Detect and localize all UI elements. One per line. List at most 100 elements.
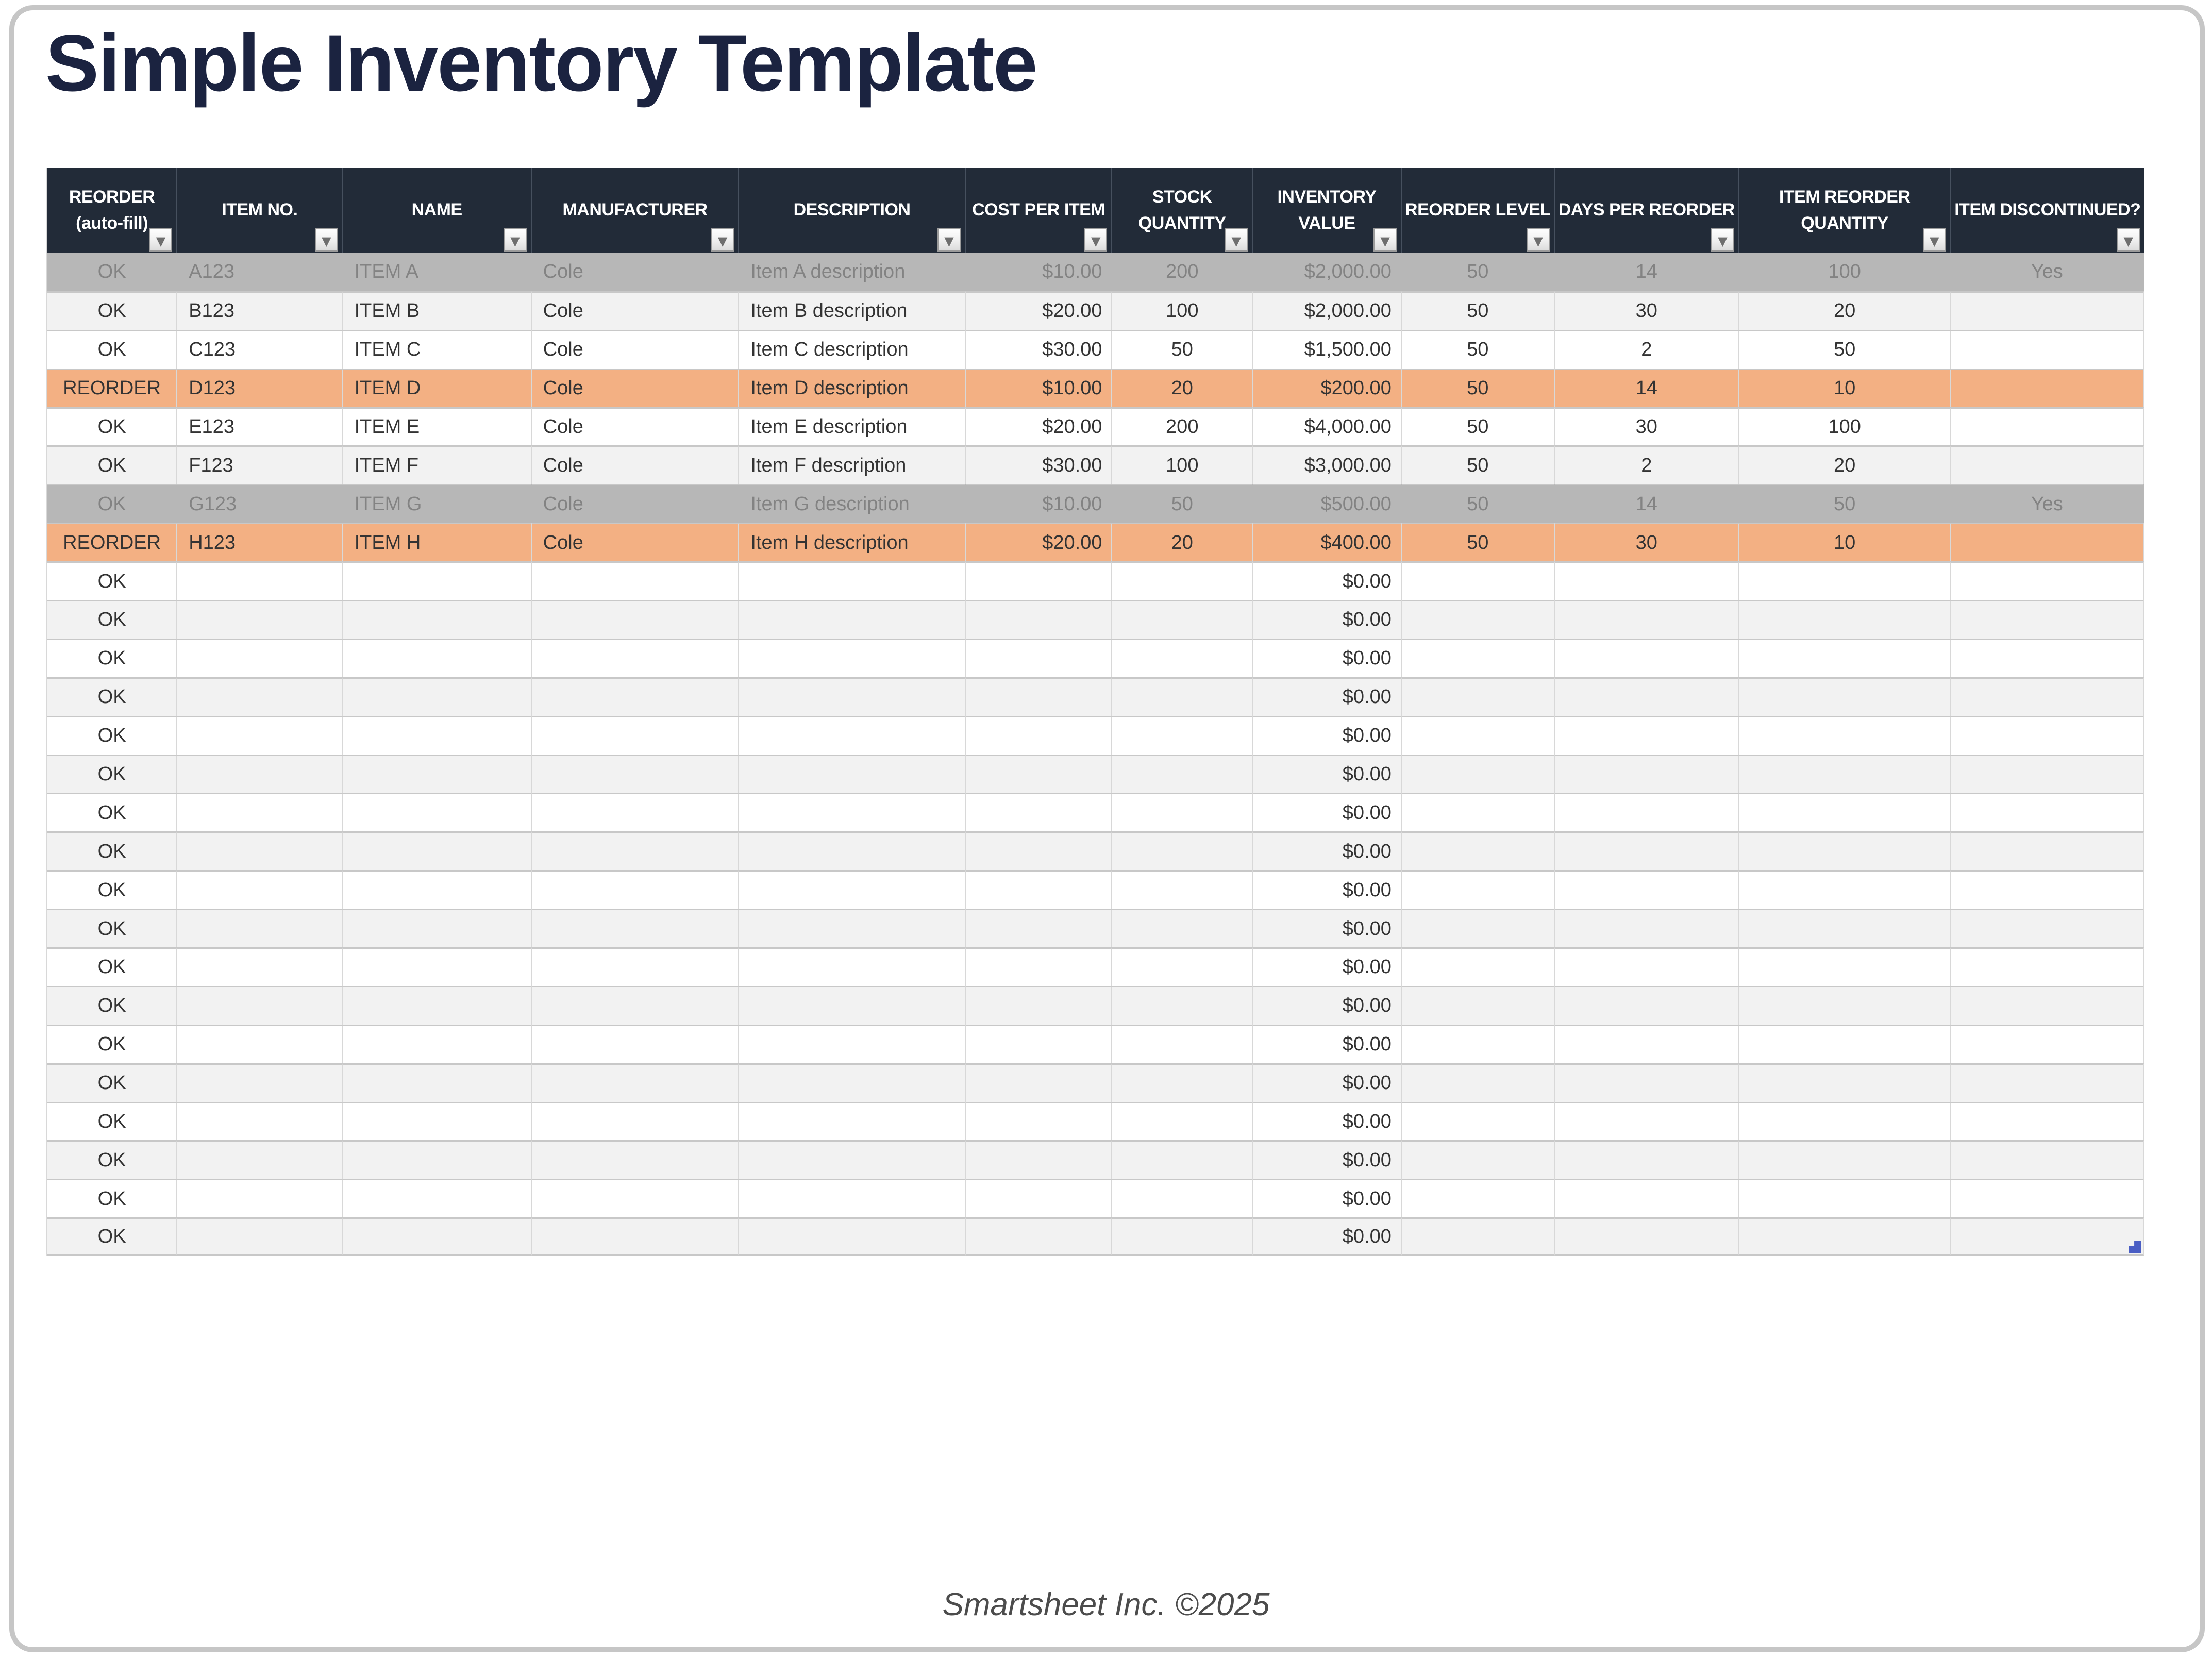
cell-stock-quantity[interactable]: 50 xyxy=(1112,329,1253,369)
cell-name[interactable]: ITEM H xyxy=(343,523,532,562)
cell-cost-per-item[interactable]: $30.00 xyxy=(965,329,1113,369)
cell-description[interactable] xyxy=(739,1140,966,1179)
cell-days-per-reorder[interactable]: 30 xyxy=(1554,291,1739,330)
cell-cost-per-item[interactable] xyxy=(965,715,1113,755)
cell-manufacturer[interactable] xyxy=(531,947,740,986)
cell-item-discontinued[interactable] xyxy=(1951,754,2144,793)
cell-days-per-reorder[interactable] xyxy=(1554,831,1739,870)
cell-name[interactable] xyxy=(343,677,532,716)
cell-reorder-level[interactable]: 50 xyxy=(1401,253,1555,291)
cell-days-per-reorder[interactable]: 14 xyxy=(1554,484,1739,523)
cell-item-reorder-quantity[interactable] xyxy=(1739,909,1951,948)
cell-description[interactable] xyxy=(739,754,966,793)
cell-inventory-value[interactable]: $4,000.00 xyxy=(1253,407,1402,446)
cell-item-no[interactable]: F123 xyxy=(177,445,343,484)
cell-reorder-level[interactable] xyxy=(1401,985,1555,1025)
cell-item-discontinued[interactable] xyxy=(1951,1024,2144,1063)
cell-name[interactable] xyxy=(343,909,532,948)
cell-stock-quantity[interactable]: 100 xyxy=(1112,445,1253,484)
cell-item-no[interactable]: A123 xyxy=(177,253,343,291)
cell-reorder-status[interactable]: OK xyxy=(47,1179,178,1218)
cell-reorder-level[interactable] xyxy=(1401,1217,1555,1257)
cell-reorder-status[interactable]: OK xyxy=(47,985,178,1025)
cell-item-reorder-quantity[interactable]: 50 xyxy=(1739,329,1951,369)
cell-item-reorder-quantity[interactable] xyxy=(1739,638,1951,677)
cell-name[interactable]: ITEM G xyxy=(343,484,532,523)
cell-item-no[interactable] xyxy=(177,1024,343,1063)
cell-item-no[interactable] xyxy=(177,985,343,1025)
cell-stock-quantity[interactable] xyxy=(1112,870,1253,909)
cell-manufacturer[interactable]: Cole xyxy=(531,445,740,484)
cell-name[interactable] xyxy=(343,600,532,639)
cell-cost-per-item[interactable]: $20.00 xyxy=(965,291,1113,330)
cell-name[interactable] xyxy=(343,793,532,832)
cell-reorder-level[interactable] xyxy=(1401,870,1555,909)
cell-description[interactable]: Item F description xyxy=(739,445,966,484)
cell-item-reorder-quantity[interactable] xyxy=(1739,947,1951,986)
cell-item-discontinued[interactable] xyxy=(1951,1063,2144,1102)
cell-item-discontinued[interactable] xyxy=(1951,368,2144,407)
cell-item-discontinued[interactable]: Yes xyxy=(1951,484,2144,523)
cell-stock-quantity[interactable] xyxy=(1112,1179,1253,1218)
filter-button-manufacturer[interactable]: ▼ xyxy=(711,228,734,252)
cell-cost-per-item[interactable] xyxy=(965,1217,1113,1257)
filter-button-inventory-value[interactable]: ▼ xyxy=(1373,228,1397,252)
cell-inventory-value[interactable]: $1,500.00 xyxy=(1253,329,1402,369)
cell-reorder-status[interactable]: REORDER xyxy=(47,368,178,407)
cell-item-discontinued[interactable] xyxy=(1951,1217,2144,1257)
cell-days-per-reorder[interactable] xyxy=(1554,947,1739,986)
cell-days-per-reorder[interactable] xyxy=(1554,1140,1739,1179)
cell-item-discontinued[interactable] xyxy=(1951,793,2144,832)
cell-days-per-reorder[interactable] xyxy=(1554,793,1739,832)
cell-cost-per-item[interactable] xyxy=(965,638,1113,677)
cell-item-discontinued[interactable] xyxy=(1951,523,2144,562)
cell-days-per-reorder[interactable]: 2 xyxy=(1554,329,1739,369)
cell-name[interactable] xyxy=(343,1140,532,1179)
cell-stock-quantity[interactable] xyxy=(1112,561,1253,600)
cell-days-per-reorder[interactable] xyxy=(1554,715,1739,755)
cell-manufacturer[interactable]: Cole xyxy=(531,484,740,523)
cell-reorder-status[interactable]: OK xyxy=(47,870,178,909)
cell-reorder-level[interactable] xyxy=(1401,561,1555,600)
cell-inventory-value[interactable]: $0.00 xyxy=(1253,870,1402,909)
cell-description[interactable] xyxy=(739,909,966,948)
cell-inventory-value[interactable]: $0.00 xyxy=(1253,1063,1402,1102)
filter-button-item-discontinued[interactable]: ▼ xyxy=(2117,228,2140,252)
cell-item-discontinued[interactable]: Yes xyxy=(1951,253,2144,291)
cell-reorder-status[interactable]: OK xyxy=(47,1024,178,1063)
cell-name[interactable] xyxy=(343,985,532,1025)
cell-cost-per-item[interactable]: $20.00 xyxy=(965,407,1113,446)
cell-description[interactable] xyxy=(739,638,966,677)
cell-description[interactable]: Item B description xyxy=(739,291,966,330)
cell-reorder-level[interactable]: 50 xyxy=(1401,484,1555,523)
cell-cost-per-item[interactable]: $30.00 xyxy=(965,445,1113,484)
cell-stock-quantity[interactable] xyxy=(1112,831,1253,870)
cell-stock-quantity[interactable]: 20 xyxy=(1112,368,1253,407)
cell-cost-per-item[interactable] xyxy=(965,1063,1113,1102)
cell-reorder-status[interactable]: OK xyxy=(47,947,178,986)
cell-manufacturer[interactable] xyxy=(531,600,740,639)
cell-inventory-value[interactable]: $0.00 xyxy=(1253,754,1402,793)
cell-item-discontinued[interactable] xyxy=(1951,291,2144,330)
cell-days-per-reorder[interactable] xyxy=(1554,1217,1739,1257)
cell-item-discontinued[interactable] xyxy=(1951,638,2144,677)
cell-item-discontinued[interactable] xyxy=(1951,1140,2144,1179)
filter-button-cost-per-item[interactable]: ▼ xyxy=(1084,228,1108,252)
cell-item-reorder-quantity[interactable] xyxy=(1739,1101,1951,1141)
cell-description[interactable] xyxy=(739,1063,966,1102)
cell-item-discontinued[interactable] xyxy=(1951,1179,2144,1218)
cell-item-no[interactable]: B123 xyxy=(177,291,343,330)
cell-reorder-status[interactable]: OK xyxy=(47,600,178,639)
cell-reorder-level[interactable] xyxy=(1401,1179,1555,1218)
cell-description[interactable] xyxy=(739,561,966,600)
cell-reorder-status[interactable]: OK xyxy=(47,445,178,484)
cell-manufacturer[interactable] xyxy=(531,715,740,755)
cell-stock-quantity[interactable] xyxy=(1112,1140,1253,1179)
cell-description[interactable] xyxy=(739,1179,966,1218)
cell-description[interactable]: Item A description xyxy=(739,253,966,291)
cell-item-reorder-quantity[interactable] xyxy=(1739,600,1951,639)
cell-manufacturer[interactable] xyxy=(531,561,740,600)
cell-item-no[interactable]: H123 xyxy=(177,523,343,562)
cell-manufacturer[interactable] xyxy=(531,985,740,1025)
cell-inventory-value[interactable]: $200.00 xyxy=(1253,368,1402,407)
